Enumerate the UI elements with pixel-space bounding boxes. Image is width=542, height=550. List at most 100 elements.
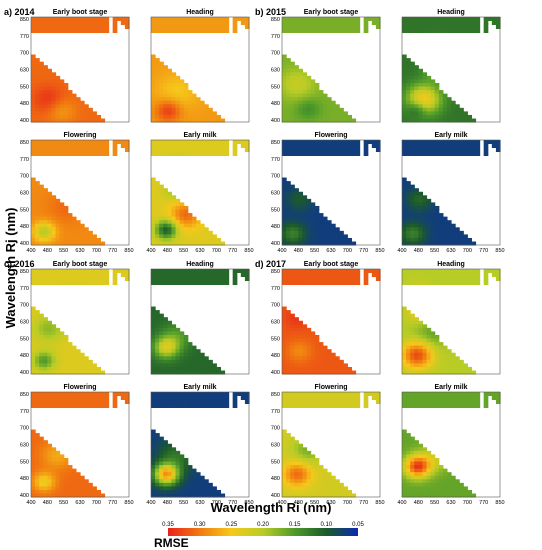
heatmap-cell (318, 216, 324, 221)
heatmap-cell (306, 82, 312, 87)
heatmap-cell (402, 241, 407, 246)
heatmap-cell (438, 489, 444, 494)
heatmap-cell (318, 114, 324, 119)
heatmap-cell (471, 396, 477, 400)
heatmap-cell (187, 404, 193, 408)
heatmap-cell (402, 370, 407, 375)
heatmap-cell (55, 472, 61, 477)
heatmap-cell (171, 152, 177, 156)
heatmap-cell (455, 140, 460, 144)
heatmap-cell (282, 223, 287, 228)
heatmap-cell (475, 400, 481, 404)
heatmap-cell (410, 370, 415, 375)
heatmap-cell (442, 269, 448, 273)
heatmap-cell (467, 241, 473, 246)
heatmap-cell (402, 118, 407, 123)
heatmap-cell (35, 342, 40, 347)
heatmap-cell (159, 202, 164, 207)
heatmap-cell (331, 25, 336, 29)
heatmap-cell (282, 429, 287, 434)
heatmap-cell (294, 25, 299, 29)
heatmap-cell (183, 237, 189, 242)
heatmap-cell (314, 479, 320, 484)
heatmap-cell (298, 79, 304, 84)
heatmap-cell (163, 349, 168, 354)
heatmap-cell (406, 25, 411, 29)
heatmap-cell (51, 461, 57, 466)
heatmap-cell (331, 104, 336, 109)
heatmap-cell (224, 277, 230, 281)
heatmap-cell (63, 118, 69, 123)
heatmap-cell (220, 140, 226, 144)
y-tick-label: 400 (20, 493, 29, 499)
heatmap-cell (55, 104, 61, 109)
stage-title: Early milk (183, 132, 216, 139)
y-tick-label: 550 (271, 207, 280, 213)
plot-frame (30, 139, 130, 246)
heatmap-cell (47, 90, 53, 95)
heatmap-cell (483, 277, 489, 281)
heatmap-cell (422, 216, 428, 221)
heatmap-cell (59, 489, 65, 494)
heatmap-cell (47, 273, 53, 277)
heatmap-cell (167, 356, 173, 361)
heatmap-cell (294, 241, 299, 246)
heatmap-cell (451, 241, 456, 246)
heatmap-cell (402, 58, 407, 63)
heatmap-cell (71, 216, 77, 221)
heatmap-cell (104, 273, 110, 277)
heatmap-cell (43, 230, 48, 235)
heatmap-cell (298, 359, 304, 364)
heatmap-cell (155, 181, 160, 186)
heatmap-cell (167, 118, 173, 123)
heatmap-cell (286, 216, 291, 221)
heatmap-cell (220, 400, 226, 404)
heatmap-cell (151, 359, 156, 364)
heatmap-cell (151, 237, 156, 242)
heatmap-cell (418, 237, 424, 242)
heatmap-cell (414, 205, 419, 210)
heatmap-cell (80, 475, 85, 480)
heatmap-cell (406, 273, 411, 277)
heatmap-cell (171, 220, 177, 225)
heatmap-cell (31, 320, 36, 325)
heatmap-cell (151, 277, 156, 281)
heatmap-cell (414, 349, 419, 354)
heatmap-cell (294, 356, 299, 361)
heatmap-cell (151, 404, 156, 408)
heatmap-cell (163, 118, 168, 123)
heatmap-cell (434, 220, 440, 225)
heatmap-cell (294, 86, 299, 91)
heatmap-cell (51, 345, 57, 350)
heatmap-cell (220, 370, 226, 375)
heatmap-cell (59, 29, 65, 33)
heatmap-cell (163, 475, 168, 480)
heatmap-cell (438, 223, 444, 228)
heatmap-cell (195, 29, 201, 33)
heatmap-cell (339, 359, 344, 364)
heatmap-cell (88, 21, 93, 25)
heatmap-cell (112, 404, 118, 408)
heatmap-cell (183, 114, 189, 119)
heatmap-cell (92, 29, 97, 33)
heatmap-cell (220, 17, 226, 21)
heatmap-cell (459, 370, 464, 375)
heatmap-cell (35, 472, 40, 477)
heatmap-cell (35, 209, 40, 214)
heatmap-cell (112, 281, 118, 285)
heatmap-cell (179, 482, 185, 487)
heatmap-cell (355, 269, 361, 273)
heatmap-cell (410, 281, 415, 285)
heatmap-cell (294, 472, 299, 477)
heatmap-cell (375, 269, 381, 273)
heatmap-cell (151, 433, 156, 438)
heatmap-cell (63, 97, 69, 102)
heatmap-cell (343, 29, 348, 33)
heatmap-cell (318, 396, 324, 400)
heatmap-cell (204, 269, 209, 273)
heatmap-cell (183, 118, 189, 123)
heatmap-cell (67, 472, 73, 477)
heatmap-cell (286, 213, 291, 218)
heatmap-cell (335, 400, 340, 404)
heatmap-cell (459, 392, 464, 396)
